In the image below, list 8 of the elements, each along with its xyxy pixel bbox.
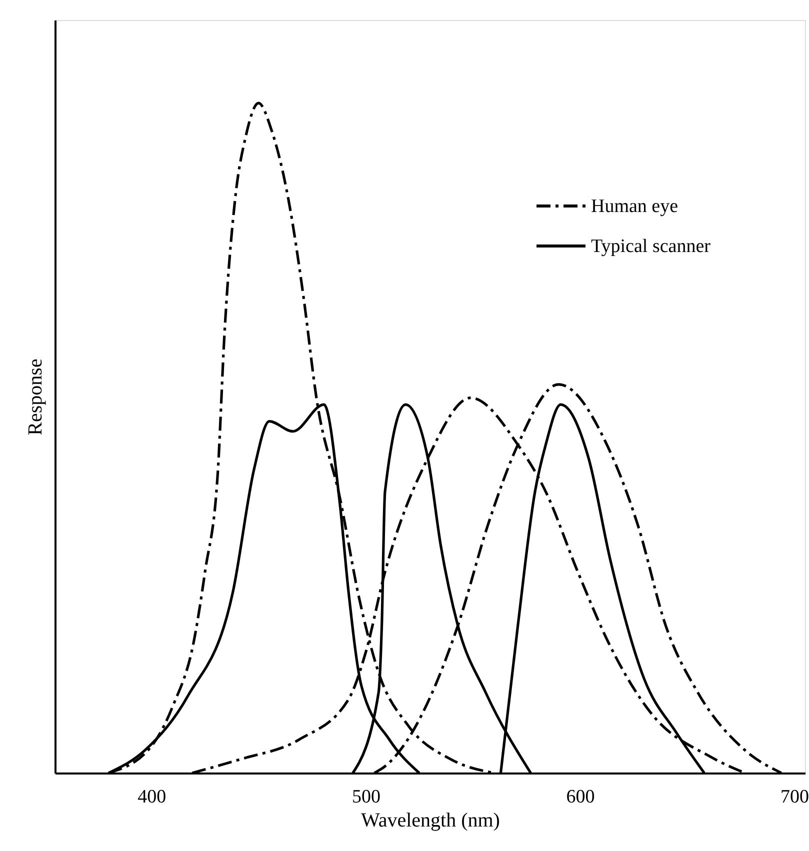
legend-label: Human eye xyxy=(591,196,678,217)
x-axis-title: Wavelength (nm) xyxy=(361,810,500,832)
legend-label: Typical scanner xyxy=(591,236,712,257)
x-tick-label: 600 xyxy=(566,786,595,808)
y-axis-title: Response xyxy=(24,358,46,436)
x-tick-label: 500 xyxy=(352,786,380,808)
x-tick-label: 400 xyxy=(138,786,166,808)
x-tick-label: 700 xyxy=(780,786,809,808)
